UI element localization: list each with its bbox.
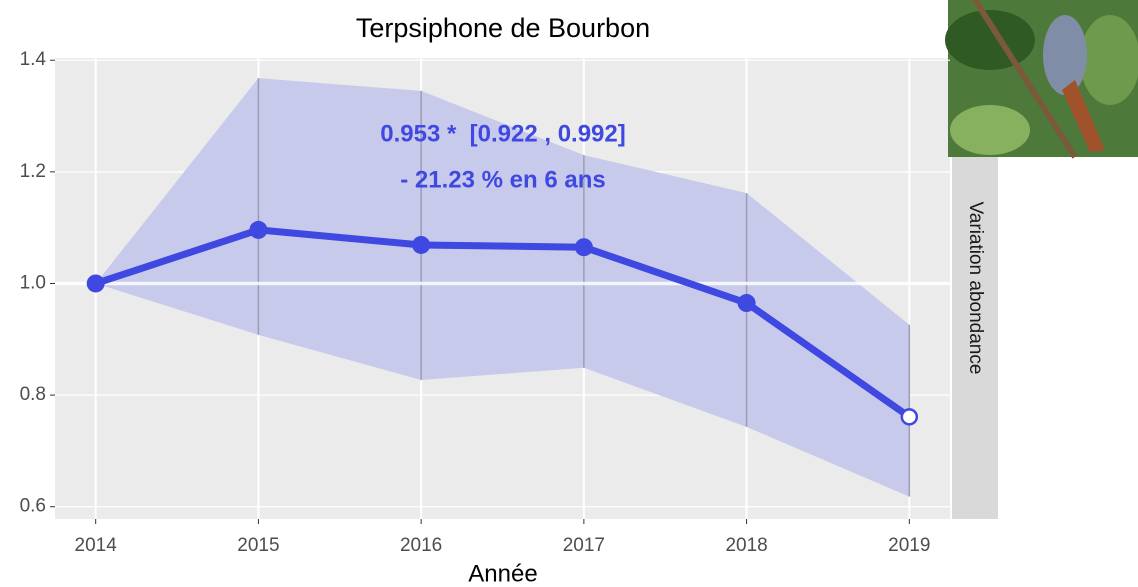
y-tick-label: 1.2 — [20, 161, 46, 182]
leaf — [1080, 15, 1138, 105]
x-tick-label: 2015 — [237, 535, 279, 556]
strip-label: Variation abondance — [965, 202, 986, 375]
point — [737, 294, 756, 313]
x-tick-label: 2017 — [563, 535, 605, 556]
bird-tail — [1062, 80, 1105, 152]
leaf — [950, 105, 1030, 155]
branch — [972, 0, 1078, 159]
y-tick-label: 1.0 — [20, 272, 46, 293]
series-line — [94, 226, 912, 420]
bird-body — [1043, 15, 1087, 95]
annotation: 0.953 * [0.922 , 0.992] — [380, 120, 626, 147]
x-tick-label: 2018 — [725, 535, 767, 556]
y-tick-label: 1.4 — [20, 49, 47, 70]
point — [86, 274, 105, 293]
annotation: - 21.23 % en 6 ans — [400, 166, 605, 193]
bird-photo — [945, 0, 1138, 159]
x-tick-label: 2016 — [400, 535, 442, 556]
plot: 0.6 0.8 1.0 1.2 1.4 2014 2015 2016 2017 2018 2019 — [20, 49, 950, 556]
y-tick-label: 0.8 — [20, 384, 46, 405]
point — [412, 235, 431, 254]
x-tick-label: 2019 — [888, 535, 930, 556]
x-tick-label: 2014 — [75, 535, 118, 556]
y-tick-label: 0.6 — [20, 496, 46, 517]
chart-title: Terpsiphone de Bourbon — [356, 13, 650, 43]
point — [574, 238, 593, 257]
confidence-band — [95, 78, 910, 497]
x-axis-label: Année — [468, 560, 537, 587]
point — [900, 408, 919, 426]
point — [249, 220, 268, 239]
